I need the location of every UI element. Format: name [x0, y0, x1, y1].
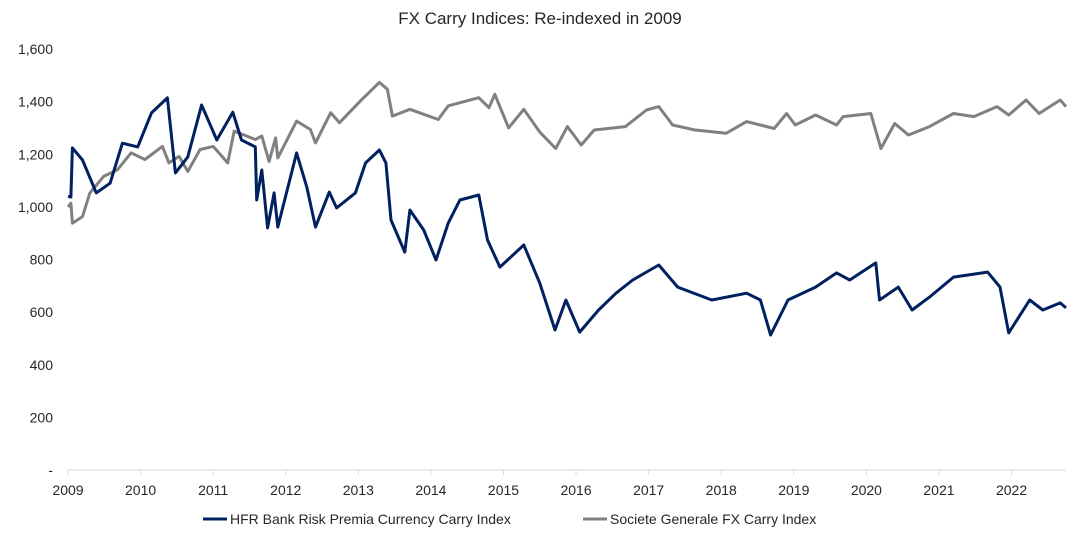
- y-tick-label: -: [48, 462, 53, 478]
- x-tick-label: 2018: [706, 482, 737, 498]
- x-tick-label: 2014: [415, 482, 446, 498]
- y-tick-label: 400: [30, 357, 54, 373]
- legend-label: Societe Generale FX Carry Index: [610, 511, 816, 527]
- x-tick-label: 2019: [778, 482, 809, 498]
- x-tick-label: 2010: [125, 482, 156, 498]
- x-tick-label: 2016: [560, 482, 591, 498]
- y-tick-label: 800: [30, 252, 54, 268]
- legend-label: HFR Bank Risk Premia Currency Carry Inde…: [230, 511, 511, 527]
- legend: HFR Bank Risk Premia Currency Carry Inde…: [203, 511, 816, 527]
- x-tick-label: 2011: [198, 482, 228, 498]
- x-tick-label: 2017: [633, 482, 664, 498]
- y-axis: - 200 400 600 800 1,000 1,200 1,400 1,600: [18, 41, 53, 478]
- series-line-socgen: [66, 80, 1068, 225]
- x-tick-label: 2020: [851, 482, 882, 498]
- y-tick-label: 1,000: [18, 199, 53, 215]
- plot-area: [66, 80, 1068, 337]
- x-tick-label: 2022: [996, 482, 1027, 498]
- x-tick-label: 2015: [488, 482, 519, 498]
- x-tick-label: 2021: [923, 482, 954, 498]
- y-tick-label: 1,400: [18, 94, 53, 110]
- y-tick-label: 600: [30, 304, 54, 320]
- y-tick-label: 1,600: [18, 41, 53, 57]
- y-tick-label: 200: [30, 409, 54, 425]
- y-tick-label: 1,200: [18, 146, 53, 162]
- series-line-hfr: [67, 96, 1067, 337]
- x-tick-label: 2013: [343, 482, 374, 498]
- x-tick-label: 2009: [52, 482, 83, 498]
- x-axis: 2009 2010 2011 2012 2013 2014 2015 2016 2017 2018…: [52, 469, 1066, 498]
- x-tick-label: 2012: [270, 482, 301, 498]
- chart-title: FX Carry Indices: Re-indexed in 2009: [398, 9, 681, 28]
